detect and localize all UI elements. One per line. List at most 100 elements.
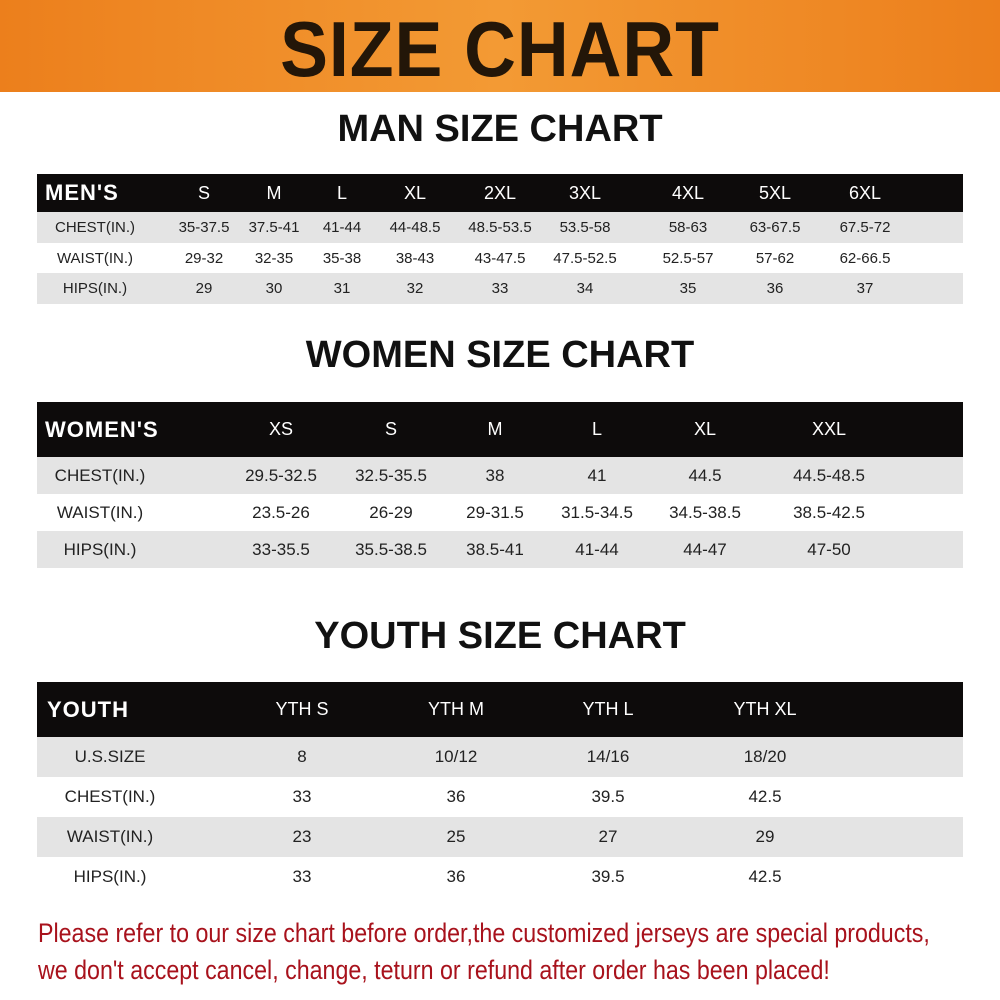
table-cell: 27 (598, 827, 618, 846)
size-column-header: S (384, 419, 398, 439)
men-header-label: MEN'S (45, 180, 119, 205)
banner: SIZE CHART (0, 0, 1000, 93)
size-column-header: 2XL (483, 182, 517, 203)
table-cell: 8 (297, 747, 307, 766)
table-cell: 44-47 (683, 539, 727, 559)
table-row: CHEST(IN.) 29.5-32.5 32.5-35.5 38 41 44.5 44.5… (37, 457, 963, 494)
table-row: WAIST(IN.) 23.5-26 26-29 29-31.5 31.5-34.5 34… (37, 494, 963, 531)
youth-header-label: YOUTH (47, 696, 129, 722)
table-cell: 34 (576, 280, 594, 297)
table-cell: 38 (485, 465, 505, 485)
table-cell: 35.5-38.5 (355, 539, 427, 559)
size-column-header: XS (268, 419, 294, 439)
table-cell: 23.5-26 (252, 502, 310, 522)
table-cell: 37.5-41 (248, 219, 300, 236)
table-cell: 47.5-52.5 (553, 249, 617, 267)
measurement-label: WAIST(IN.) (66, 827, 154, 846)
table-cell: 14/16 (586, 747, 630, 766)
size-column-header: YTH S (275, 699, 329, 719)
size-column-header: XXL (811, 419, 847, 439)
table-row: WAIST(IN.) 23 25 27 29 (37, 817, 963, 857)
table-cell: 18/20 (743, 747, 787, 766)
table-cell: 44.5-48.5 (793, 465, 865, 485)
table-cell: 36 (446, 867, 466, 886)
table-cell: 36 (446, 787, 466, 806)
table-cell: 53.5-58 (559, 219, 611, 236)
table-cell: 41 (587, 465, 607, 485)
table-cell: 37 (856, 280, 874, 297)
table-cell: 33 (292, 867, 312, 886)
measurement-label: WAIST(IN.) (56, 502, 144, 522)
table-cell: 47-50 (807, 539, 851, 559)
table-cell: 67.5-72 (839, 219, 891, 236)
table-cell: 33 (292, 787, 312, 806)
table-cell: 42.5 (748, 787, 782, 806)
table-cell: 48.5-53.5 (468, 219, 532, 236)
women-section-title: WOMEN SIZE CHART (305, 334, 695, 376)
size-column-header: XL (693, 419, 717, 439)
table-cell: 52.5-57 (662, 249, 714, 267)
measurement-label: HIPS(IN.) (62, 280, 128, 297)
measurement-label: HIPS(IN.) (63, 539, 137, 559)
table-cell: 29-31.5 (466, 502, 524, 522)
measurement-label: CHEST(IN.) (64, 787, 156, 806)
banner-title: SIZE CHART (280, 5, 720, 93)
size-column-header: S (197, 182, 211, 203)
table-cell: 42.5 (748, 867, 782, 886)
table-cell: 10/12 (434, 747, 478, 766)
measurement-label: U.S.SIZE (74, 747, 146, 766)
size-column-header: 4XL (671, 182, 705, 203)
table-cell: 33 (491, 280, 509, 297)
size-column-header: YTH XL (733, 699, 797, 719)
table-cell: 29.5-32.5 (245, 465, 317, 485)
table-cell: 38.5-41 (466, 539, 524, 559)
size-column-header: L (336, 182, 348, 203)
table-cell: 38.5-42.5 (793, 502, 865, 522)
table-cell: 32-35 (254, 249, 294, 267)
size-column-header: M (266, 182, 282, 203)
size-column-header: M (487, 419, 503, 439)
table-cell: 35-38 (322, 249, 362, 267)
table-row: HIPS(IN.) 29 30 31 32 33 34 35 36 37 (37, 273, 963, 304)
table-cell: 29 (755, 827, 775, 846)
table-cell: 57-62 (755, 249, 795, 267)
youth-header-row: YOUTH YTH S YTH M YTH L YTH XL (37, 682, 963, 737)
size-column-header: 5XL (758, 182, 792, 203)
size-column-header: L (591, 419, 603, 439)
table-cell: 41-44 (322, 219, 362, 236)
table-cell: 63-67.5 (749, 219, 801, 236)
table-cell: 29-32 (184, 249, 224, 267)
table-cell: 35 (679, 280, 697, 297)
size-column-header: 6XL (848, 182, 882, 203)
size-column-header: YTH L (582, 699, 634, 719)
table-cell: 32.5-35.5 (355, 465, 427, 485)
size-column-header: 3XL (568, 182, 602, 203)
table-row: U.S.SIZE 8 10/12 14/16 18/20 (37, 737, 963, 777)
footer-notice-line-1: Please refer to our size chart before or… (38, 918, 930, 948)
measurement-label: CHEST(IN.) (55, 219, 135, 236)
table-cell: 30 (265, 280, 283, 297)
table-cell: 25 (446, 827, 466, 846)
table-row: WAIST(IN.) 29-32 32-35 35-38 38-43 43-47.5 47.… (37, 243, 963, 273)
youth-section-title: YOUTH SIZE CHART (314, 615, 686, 657)
table-cell: 35-37.5 (178, 219, 230, 236)
table-cell: 26-29 (369, 502, 413, 522)
table-cell: 33-35.5 (252, 539, 310, 559)
table-cell: 44.5 (688, 465, 722, 485)
table-cell: 23 (292, 827, 312, 846)
table-cell: 34.5-38.5 (669, 502, 741, 522)
table-row: CHEST(IN.) 35-37.5 37.5-41 41-44 44-48.5 48.5… (37, 212, 963, 243)
table-cell: 39.5 (591, 787, 625, 806)
table-row: HIPS(IN.) 33-35.5 35.5-38.5 38.5-41 41-44 44-… (37, 531, 963, 568)
table-cell: 31 (333, 280, 351, 297)
table-row: HIPS(IN.) 33 36 39.5 42.5 (37, 857, 963, 897)
table-cell: 44-48.5 (389, 219, 441, 236)
men-section-title: MAN SIZE CHART (337, 108, 663, 150)
footer-notice-line-2: we don't accept cancel, change, teturn o… (38, 955, 830, 985)
table-cell: 36 (766, 280, 784, 297)
table-cell: 43-47.5 (474, 249, 526, 267)
table-cell: 62-66.5 (839, 249, 891, 267)
table-cell: 41-44 (575, 539, 619, 559)
table-cell: 29 (195, 280, 213, 297)
table-row: CHEST(IN.) 33 36 39.5 42.5 (37, 777, 963, 817)
